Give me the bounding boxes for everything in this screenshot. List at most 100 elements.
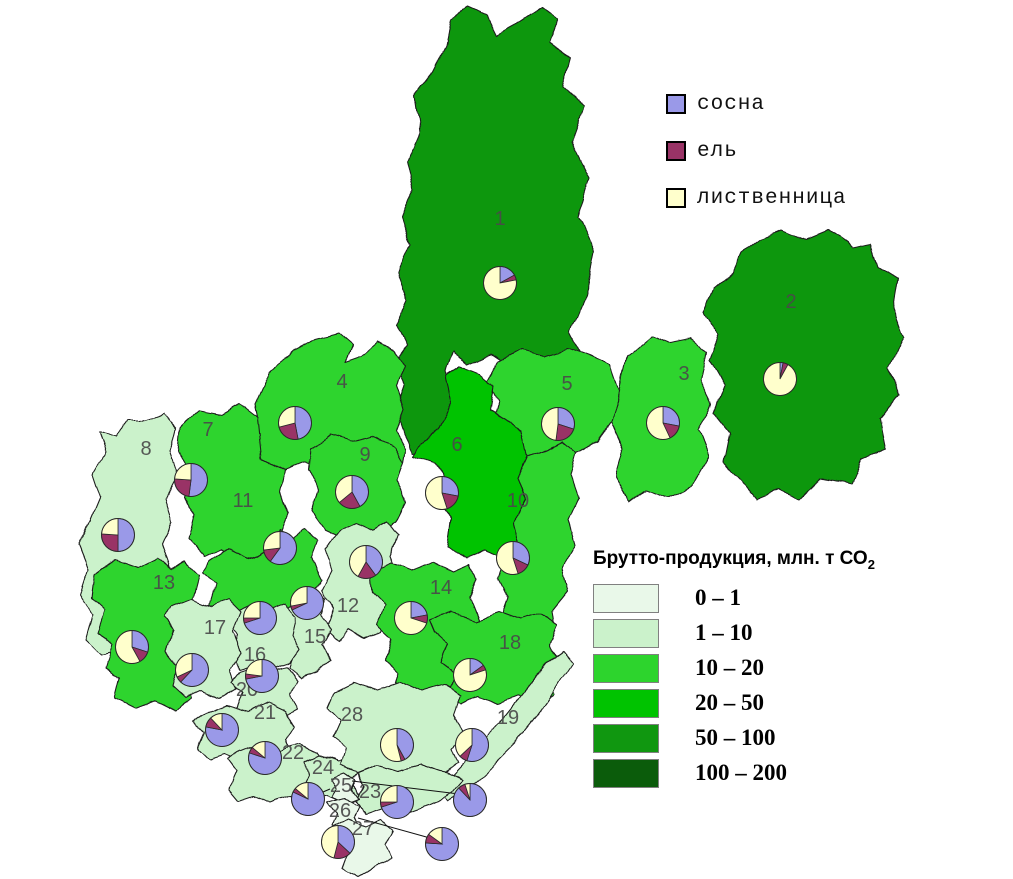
production-legend: Брутто-продукция, млн. т СО2 0 – 1 1 – 10… xyxy=(593,548,953,794)
production-class-swatch xyxy=(593,758,659,788)
pie-outline xyxy=(455,728,489,762)
pie-outline xyxy=(321,825,355,859)
pie-district-14 xyxy=(394,601,428,635)
district-number-24: 24 xyxy=(312,757,334,779)
pie-outline xyxy=(425,476,459,510)
district-number-17: 17 xyxy=(204,617,226,639)
pie-outline xyxy=(263,531,297,565)
district-number-14: 14 xyxy=(430,577,452,599)
species-legend-item-pine: сосна xyxy=(666,92,847,116)
pie-outline xyxy=(483,266,517,300)
production-class-range: 10 – 20 xyxy=(695,655,764,681)
production-legend-item: 50 – 100 xyxy=(593,723,953,753)
pie-outline xyxy=(115,630,149,664)
district-number-9: 9 xyxy=(359,444,370,466)
production-legend-title: Брутто-продукция, млн. т СО2 xyxy=(593,548,875,572)
district-2 xyxy=(703,229,905,500)
pie-outline xyxy=(349,545,383,579)
pie-district-26 xyxy=(425,827,459,861)
production-legend-item: 0 – 1 xyxy=(593,583,953,613)
leader-line-district-26 xyxy=(357,817,431,839)
district-28 xyxy=(327,681,466,773)
pie-outline xyxy=(496,541,530,575)
spruce-color-swatch xyxy=(666,141,686,161)
pie-outline xyxy=(380,785,414,819)
pie-outline xyxy=(646,406,680,440)
district-number-25: 25 xyxy=(330,775,352,797)
species-legend: сосна ель лиственница xyxy=(666,92,847,235)
district-number-4: 4 xyxy=(336,371,347,393)
district-25 xyxy=(331,772,359,804)
production-class-range: 20 – 50 xyxy=(695,690,764,716)
pie-outline xyxy=(291,782,325,816)
district-number-11: 11 xyxy=(233,490,254,512)
pie-outline xyxy=(278,406,312,440)
pie-outline xyxy=(174,463,208,497)
district-number-13: 13 xyxy=(153,572,175,594)
pie-district-9 xyxy=(335,475,369,509)
district-number-22: 22 xyxy=(282,742,304,764)
district-number-19: 19 xyxy=(497,707,519,729)
pie-district-5 xyxy=(541,407,575,441)
pie-district-16 xyxy=(243,601,277,635)
production-class-range: 0 – 1 xyxy=(695,585,741,611)
district-number-23: 23 xyxy=(359,781,381,803)
pie-outline xyxy=(248,741,282,775)
pie-district-19 xyxy=(455,728,489,762)
district-number-15: 15 xyxy=(304,626,326,648)
district-number-26: 26 xyxy=(329,800,351,822)
production-class-swatch xyxy=(593,653,659,683)
district-number-18: 18 xyxy=(499,632,521,654)
species-pie-charts xyxy=(101,266,797,861)
pie-outline xyxy=(453,783,487,817)
pine-color-swatch xyxy=(666,94,686,114)
pie-outline xyxy=(205,713,239,747)
species-legend-item-spruce: ель xyxy=(666,139,847,163)
district-number-3: 3 xyxy=(678,363,689,385)
production-class-swatch xyxy=(593,583,659,613)
district-number-7: 7 xyxy=(202,419,213,441)
district-number-27: 27 xyxy=(352,818,374,840)
district-number-2: 2 xyxy=(785,291,796,313)
district-number-10: 10 xyxy=(507,490,529,512)
pie-district-4 xyxy=(278,406,312,440)
larch-color-swatch xyxy=(666,188,686,208)
pie-district-24 xyxy=(291,782,325,816)
pie-outline xyxy=(175,653,209,687)
pie-district-8 xyxy=(101,518,135,552)
production-legend-item: 10 – 20 xyxy=(593,653,953,683)
district-number-6: 6 xyxy=(451,434,462,456)
district-number-1: 1 xyxy=(494,208,505,230)
pie-outline xyxy=(335,475,369,509)
pie-district-3 xyxy=(646,406,680,440)
pie-outline xyxy=(243,601,277,635)
species-label-spruce: ель xyxy=(697,139,738,163)
production-class-range: 1 – 10 xyxy=(695,620,753,646)
pie-outline xyxy=(541,407,575,441)
production-class-swatch xyxy=(593,723,659,753)
production-class-range: 50 – 100 xyxy=(695,725,776,751)
species-label-pine: сосна xyxy=(697,92,766,116)
pie-district-18 xyxy=(453,658,487,692)
pie-outline xyxy=(380,728,414,762)
pie-district-10 xyxy=(496,541,530,575)
pie-district-1 xyxy=(483,266,517,300)
pie-district-20 xyxy=(245,659,279,693)
pie-district-7 xyxy=(174,463,208,497)
pie-outline xyxy=(290,586,324,620)
species-legend-item-larch: лиственница xyxy=(666,187,847,210)
district-number-28: 28 xyxy=(341,704,363,726)
district-number-8: 8 xyxy=(140,438,151,460)
pie-outline xyxy=(425,827,459,861)
pie-district-6 xyxy=(425,476,459,510)
production-legend-item: 1 – 10 xyxy=(593,618,953,648)
pie-district-25 xyxy=(453,783,487,817)
pie-outline xyxy=(101,518,135,552)
pie-district-21 xyxy=(205,713,239,747)
pie-district-2 xyxy=(763,362,797,396)
pie-district-28 xyxy=(380,728,414,762)
pie-district-17 xyxy=(175,653,209,687)
pie-outline xyxy=(394,601,428,635)
